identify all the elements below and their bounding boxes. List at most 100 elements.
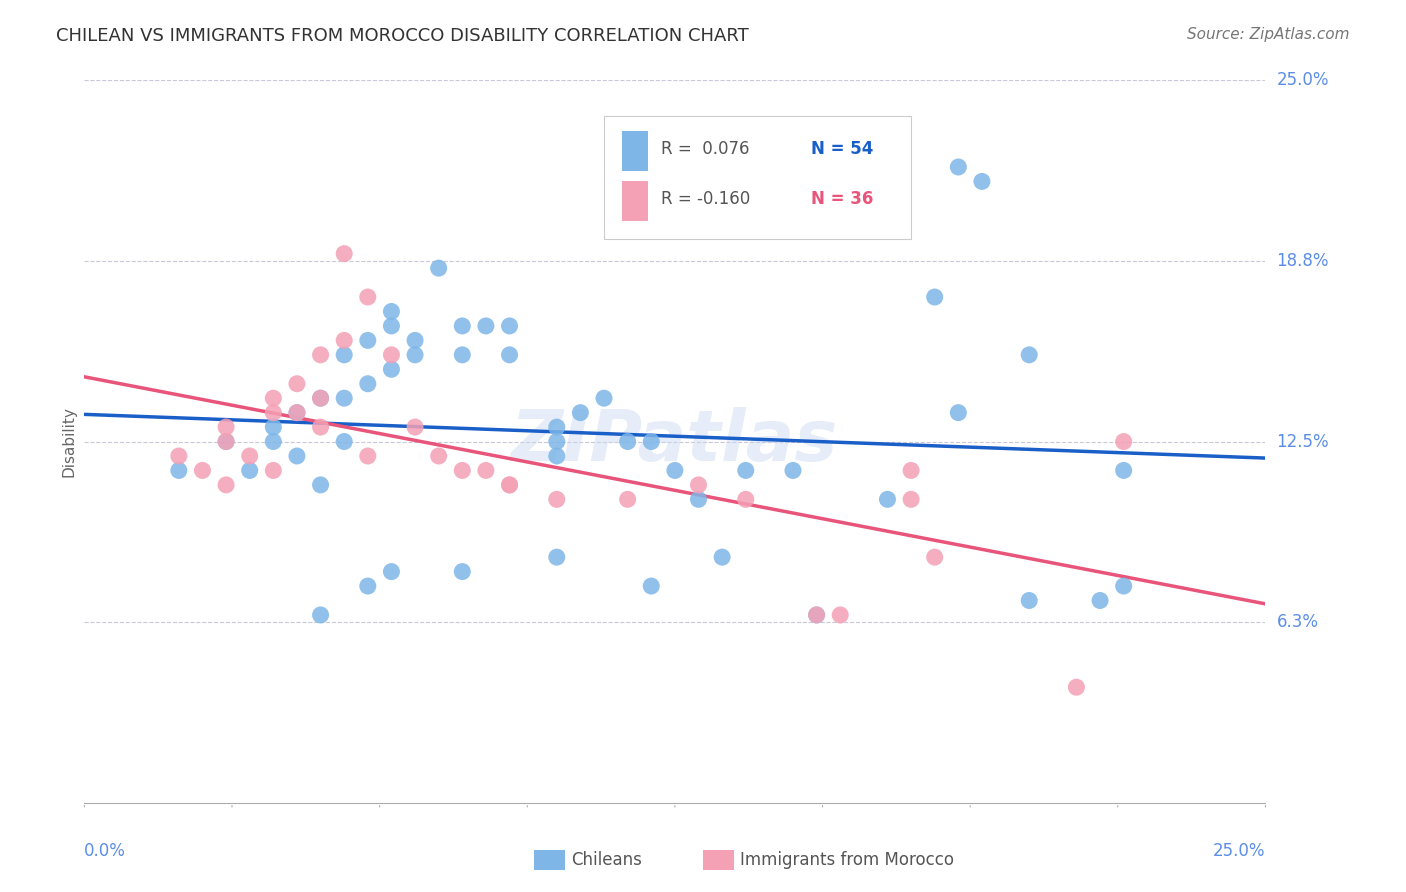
Point bbox=[475, 463, 498, 477]
Point bbox=[357, 579, 380, 593]
Point bbox=[734, 463, 756, 477]
Text: Chileans: Chileans bbox=[571, 851, 641, 869]
Bar bbox=[621, 181, 648, 221]
Point bbox=[262, 406, 284, 420]
Text: ZIPatlas: ZIPatlas bbox=[512, 407, 838, 476]
Point bbox=[215, 434, 238, 449]
Point bbox=[215, 434, 238, 449]
Point bbox=[215, 420, 238, 434]
Point bbox=[688, 492, 710, 507]
Point bbox=[830, 607, 852, 622]
Point bbox=[546, 420, 568, 434]
Point bbox=[782, 463, 804, 477]
Point bbox=[1112, 579, 1135, 593]
Text: 25.0%: 25.0% bbox=[1213, 842, 1265, 860]
Point bbox=[970, 174, 993, 188]
Text: CHILEAN VS IMMIGRANTS FROM MOROCCO DISABILITY CORRELATION CHART: CHILEAN VS IMMIGRANTS FROM MOROCCO DISAB… bbox=[56, 27, 749, 45]
Point bbox=[262, 420, 284, 434]
Point bbox=[285, 406, 308, 420]
Point bbox=[640, 579, 662, 593]
Point bbox=[262, 434, 284, 449]
Point bbox=[1018, 593, 1040, 607]
Point bbox=[333, 434, 356, 449]
Point bbox=[451, 318, 474, 333]
Point bbox=[285, 449, 308, 463]
Text: 12.5%: 12.5% bbox=[1277, 433, 1329, 450]
Point bbox=[1112, 434, 1135, 449]
Point bbox=[498, 478, 520, 492]
Point bbox=[640, 434, 662, 449]
Point bbox=[404, 420, 426, 434]
Point bbox=[900, 463, 922, 477]
Point bbox=[333, 391, 356, 405]
Point bbox=[357, 334, 380, 348]
Point bbox=[309, 478, 332, 492]
Point bbox=[404, 334, 426, 348]
Point bbox=[333, 348, 356, 362]
Point bbox=[498, 348, 520, 362]
Text: 18.8%: 18.8% bbox=[1277, 252, 1329, 270]
Point bbox=[309, 391, 332, 405]
Point bbox=[380, 565, 402, 579]
Bar bbox=[621, 131, 648, 170]
Point bbox=[688, 478, 710, 492]
Point bbox=[262, 463, 284, 477]
Point bbox=[498, 478, 520, 492]
Point bbox=[1066, 680, 1088, 694]
Text: Immigrants from Morocco: Immigrants from Morocco bbox=[740, 851, 953, 869]
Bar bbox=[605, 116, 911, 239]
Point bbox=[309, 348, 332, 362]
Point bbox=[924, 550, 946, 565]
Point bbox=[285, 406, 308, 420]
Point bbox=[900, 492, 922, 507]
Text: N = 54: N = 54 bbox=[811, 140, 873, 158]
Point bbox=[1018, 348, 1040, 362]
Point bbox=[876, 492, 898, 507]
Point bbox=[546, 492, 568, 507]
Text: 6.3%: 6.3% bbox=[1277, 613, 1319, 632]
Point bbox=[948, 406, 970, 420]
Point bbox=[616, 492, 638, 507]
Point bbox=[167, 449, 190, 463]
Point bbox=[357, 376, 380, 391]
Point bbox=[1112, 463, 1135, 477]
Y-axis label: Disability: Disability bbox=[60, 406, 76, 477]
Text: R = -0.160: R = -0.160 bbox=[661, 191, 749, 209]
Text: 0.0%: 0.0% bbox=[84, 842, 127, 860]
Point bbox=[924, 290, 946, 304]
Point bbox=[285, 376, 308, 391]
Point bbox=[309, 420, 332, 434]
Point bbox=[475, 318, 498, 333]
Point bbox=[191, 463, 214, 477]
Point bbox=[215, 478, 238, 492]
Point bbox=[333, 246, 356, 260]
Point bbox=[262, 391, 284, 405]
Point bbox=[239, 463, 262, 477]
Point bbox=[333, 334, 356, 348]
Point bbox=[427, 261, 450, 276]
Point bbox=[806, 607, 828, 622]
Point bbox=[451, 348, 474, 362]
Point bbox=[167, 463, 190, 477]
Point bbox=[357, 290, 380, 304]
Point bbox=[380, 318, 402, 333]
Point bbox=[546, 449, 568, 463]
Point bbox=[593, 391, 616, 405]
Point bbox=[569, 406, 592, 420]
Point bbox=[451, 565, 474, 579]
Point bbox=[404, 348, 426, 362]
Point bbox=[546, 434, 568, 449]
Point bbox=[380, 362, 402, 376]
Point bbox=[427, 449, 450, 463]
Point bbox=[806, 607, 828, 622]
Point bbox=[664, 463, 686, 477]
Point bbox=[357, 449, 380, 463]
Point bbox=[239, 449, 262, 463]
Text: R =  0.076: R = 0.076 bbox=[661, 140, 749, 158]
Point bbox=[616, 434, 638, 449]
Text: Source: ZipAtlas.com: Source: ZipAtlas.com bbox=[1187, 27, 1350, 42]
Point bbox=[380, 304, 402, 318]
Point bbox=[734, 492, 756, 507]
Text: N = 36: N = 36 bbox=[811, 191, 873, 209]
Point bbox=[309, 607, 332, 622]
